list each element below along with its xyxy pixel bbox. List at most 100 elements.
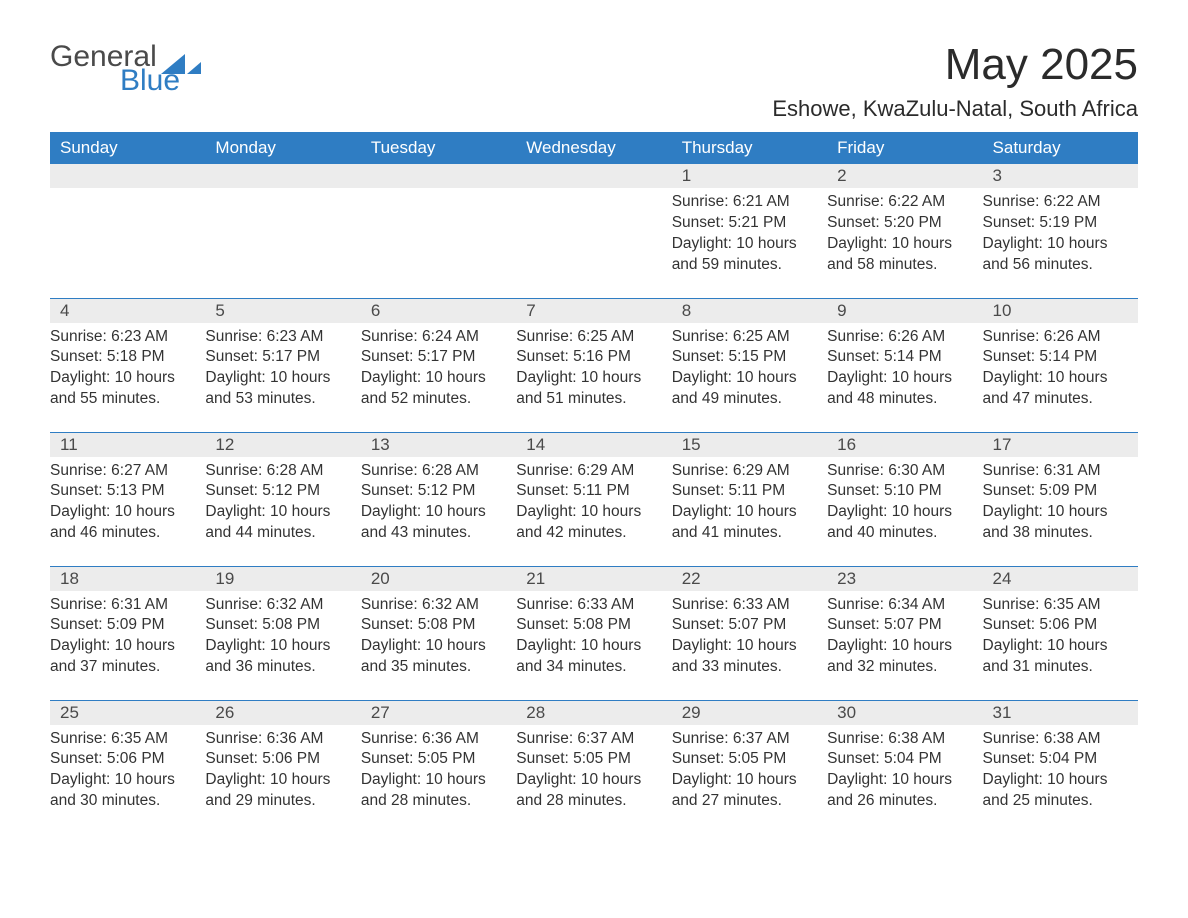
calendar-day-cell: 12Sunrise: 6:28 AMSunset: 5:12 PMDayligh…	[205, 432, 360, 566]
sunset-text: Sunset: 5:21 PM	[672, 213, 817, 234]
sunset-text: Sunset: 5:11 PM	[516, 481, 661, 502]
day-data: Sunrise: 6:23 AMSunset: 5:17 PMDaylight:…	[205, 323, 360, 415]
day-number: 19	[205, 567, 360, 591]
weekday-row: SundayMondayTuesdayWednesdayThursdayFrid…	[50, 132, 1138, 164]
sunrise-text: Sunrise: 6:28 AM	[205, 461, 350, 482]
sunset-text: Sunset: 5:08 PM	[516, 615, 661, 636]
calendar-day-cell: 7Sunrise: 6:25 AMSunset: 5:16 PMDaylight…	[516, 298, 671, 432]
calendar-day-cell: 24Sunrise: 6:35 AMSunset: 5:06 PMDayligh…	[983, 566, 1138, 700]
day-number: 4	[50, 299, 205, 323]
daylight-text-1: Daylight: 10 hours	[983, 502, 1128, 523]
calendar-day-cell: 30 Sunrise: 6:38 AMSunset: 5:04 PMDayligh…	[827, 700, 982, 834]
day-number: 15	[672, 433, 827, 457]
daylight-text-2: and 46 minutes.	[50, 523, 195, 544]
sunrise-text: Sunrise: 6:35 AM	[983, 595, 1128, 616]
sunset-text: Sunset: 5:19 PM	[983, 213, 1128, 234]
sunrise-text: Sunrise: 6:29 AM	[516, 461, 661, 482]
calendar-day-cell: 31Sunrise: 6:38 AMSunset: 5:04 PMDayligh…	[983, 700, 1138, 834]
day-data: Sunrise: 6:33 AMSunset: 5:07 PMDaylight:…	[672, 591, 827, 683]
daylight-text-2: and 35 minutes.	[361, 657, 506, 678]
sunrise-text: Sunrise: 6:33 AM	[672, 595, 817, 616]
weekday-header: Friday	[827, 132, 982, 164]
sunrise-text: Sunrise: 6:33 AM	[516, 595, 661, 616]
day-number-empty	[205, 164, 360, 188]
calendar-day-cell	[361, 164, 516, 298]
daylight-text-2: and 52 minutes.	[361, 389, 506, 410]
sunrise-text: Sunrise: 6:31 AM	[983, 461, 1128, 482]
day-data: Sunrise: 6:35 AMSunset: 5:06 PMDaylight:…	[983, 591, 1138, 683]
daylight-text-1: Daylight: 10 hours	[827, 502, 972, 523]
sunrise-text: Sunrise: 6:37 AM	[672, 729, 817, 750]
location-subtitle: Eshowe, KwaZulu-Natal, South Africa	[772, 96, 1138, 122]
calendar-day-cell: 9Sunrise: 6:26 AMSunset: 5:14 PMDaylight…	[827, 298, 982, 432]
sunset-text: Sunset: 5:04 PM	[827, 749, 972, 770]
daylight-text-1: Daylight: 10 hours	[672, 502, 817, 523]
month-title: May 2025	[772, 40, 1138, 90]
sunset-text: Sunset: 5:05 PM	[361, 749, 506, 770]
day-data: Sunrise: 6:34 AMSunset: 5:07 PMDaylight:…	[827, 591, 982, 683]
daylight-text-1: Daylight: 10 hours	[827, 770, 972, 791]
day-number: 30	[827, 701, 982, 725]
day-number: 13	[361, 433, 516, 457]
daylight-text-2: and 26 minutes.	[827, 791, 972, 812]
daylight-text-1: Daylight: 10 hours	[205, 368, 350, 389]
sunrise-text: Sunrise: 6:22 AM	[827, 192, 972, 213]
day-data: Sunrise: 6:29 AMSunset: 5:11 PMDaylight:…	[516, 457, 671, 549]
weekday-header: Wednesday	[516, 132, 671, 164]
day-data: Sunrise: 6:33 AMSunset: 5:08 PMDaylight:…	[516, 591, 671, 683]
calendar-head: SundayMondayTuesdayWednesdayThursdayFrid…	[50, 132, 1138, 164]
day-number: 5	[205, 299, 360, 323]
sunset-text: Sunset: 5:07 PM	[672, 615, 817, 636]
sunset-text: Sunset: 5:07 PM	[827, 615, 972, 636]
day-data: Sunrise: 6:26 AMSunset: 5:14 PMDaylight:…	[983, 323, 1138, 415]
sunset-text: Sunset: 5:05 PM	[672, 749, 817, 770]
daylight-text-1: Daylight: 10 hours	[50, 368, 195, 389]
day-number-empty	[516, 164, 671, 188]
calendar-day-cell: 29Sunrise: 6:37 AMSunset: 5:05 PMDayligh…	[672, 700, 827, 834]
day-data: Sunrise: 6:25 AMSunset: 5:15 PMDaylight:…	[672, 323, 827, 415]
calendar-body: 1Sunrise: 6:21 AMSunset: 5:21 PMDaylight…	[50, 164, 1138, 834]
calendar-day-cell: 20Sunrise: 6:32 AMSunset: 5:08 PMDayligh…	[361, 566, 516, 700]
day-number-empty	[50, 164, 205, 188]
calendar-page: General Blue May 2025 Eshowe, KwaZulu-Na…	[0, 0, 1188, 874]
sunrise-text: Sunrise: 6:38 AM	[827, 729, 972, 750]
calendar-week-row: 11Sunrise: 6:27 AMSunset: 5:13 PMDayligh…	[50, 432, 1138, 566]
day-data: Sunrise: 6:25 AMSunset: 5:16 PMDaylight:…	[516, 323, 671, 415]
calendar-day-cell: 5Sunrise: 6:23 AMSunset: 5:17 PMDaylight…	[205, 298, 360, 432]
sunrise-text: Sunrise: 6:36 AM	[361, 729, 506, 750]
daylight-text-1: Daylight: 10 hours	[205, 770, 350, 791]
day-data: Sunrise: 6:32 AMSunset: 5:08 PMDaylight:…	[205, 591, 360, 683]
daylight-text-1: Daylight: 10 hours	[983, 770, 1128, 791]
daylight-text-2: and 49 minutes.	[672, 389, 817, 410]
daylight-text-2: and 32 minutes.	[827, 657, 972, 678]
daylight-text-2: and 28 minutes.	[516, 791, 661, 812]
sunset-text: Sunset: 5:09 PM	[983, 481, 1128, 502]
sunrise-text: Sunrise: 6:23 AM	[50, 327, 195, 348]
daylight-text-1: Daylight: 10 hours	[516, 770, 661, 791]
daylight-text-2: and 25 minutes.	[983, 791, 1128, 812]
day-number: 20	[361, 567, 516, 591]
daylight-text-2: and 33 minutes.	[672, 657, 817, 678]
daylight-text-1: Daylight: 10 hours	[672, 636, 817, 657]
day-number: 23	[827, 567, 982, 591]
calendar-day-cell: 3Sunrise: 6:22 AMSunset: 5:19 PMDaylight…	[983, 164, 1138, 298]
day-number: 21	[516, 567, 671, 591]
sunrise-text: Sunrise: 6:30 AM	[827, 461, 972, 482]
sunset-text: Sunset: 5:08 PM	[361, 615, 506, 636]
day-data: Sunrise: 6:32 AMSunset: 5:08 PMDaylight:…	[361, 591, 516, 683]
sunrise-text: Sunrise: 6:31 AM	[50, 595, 195, 616]
day-data: Sunrise: 6:37 AMSunset: 5:05 PMDaylight:…	[672, 725, 827, 817]
day-data: Sunrise: 6:36 AMSunset: 5:06 PMDaylight:…	[205, 725, 360, 817]
daylight-text-2: and 59 minutes.	[672, 255, 817, 276]
daylight-text-2: and 30 minutes.	[50, 791, 195, 812]
day-number: 31	[983, 701, 1138, 725]
sunset-text: Sunset: 5:13 PM	[50, 481, 195, 502]
daylight-text-1: Daylight: 10 hours	[516, 636, 661, 657]
daylight-text-1: Daylight: 10 hours	[983, 368, 1128, 389]
brand-logo: General Blue	[50, 40, 201, 98]
daylight-text-1: Daylight: 10 hours	[827, 234, 972, 255]
calendar-day-cell: 15Sunrise: 6:29 AMSunset: 5:11 PMDayligh…	[672, 432, 827, 566]
calendar-day-cell: 13Sunrise: 6:28 AMSunset: 5:12 PMDayligh…	[361, 432, 516, 566]
daylight-text-2: and 27 minutes.	[672, 791, 817, 812]
day-data: Sunrise: 6:31 AMSunset: 5:09 PMDaylight:…	[983, 457, 1138, 549]
